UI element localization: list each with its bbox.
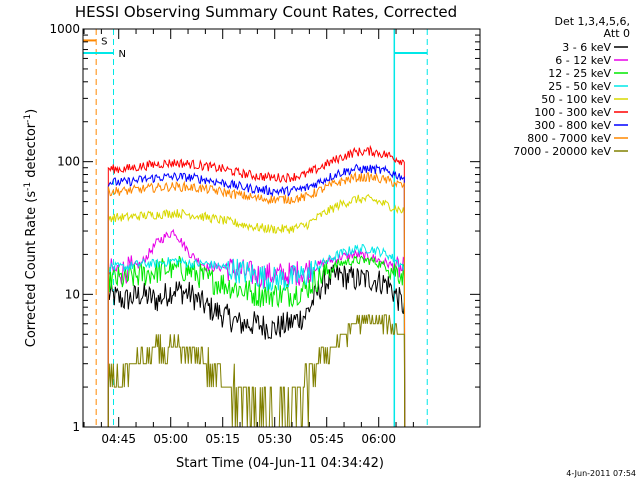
- x-tick-label: 04:45: [101, 432, 136, 446]
- legend-label: 12 - 25 keV: [548, 67, 611, 80]
- y-axis: 1 10 100 1000: [49, 22, 480, 434]
- y-tick-label: 100: [57, 155, 80, 169]
- series-line: [107, 171, 406, 428]
- y-axis-label-main: Corrected Count Rate (s: [24, 191, 39, 348]
- flags-group: SN: [83, 36, 428, 60]
- series-line: [107, 193, 406, 428]
- x-tick-label: 06:00: [361, 432, 396, 446]
- chart-title: HESSI Observing Summary Count Rates, Cor…: [75, 3, 457, 21]
- legend-label: 7000 - 20000 keV: [513, 145, 611, 158]
- x-tick-label: 05:45: [309, 432, 344, 446]
- y-tick-label: 10: [65, 287, 80, 301]
- legend-label: 100 - 300 keV: [534, 106, 611, 119]
- legend-title-2: Att 0: [604, 27, 630, 40]
- x-tick-label: 05:00: [153, 432, 188, 446]
- x-tick-label: 05:30: [257, 432, 292, 446]
- legend-label: 800 - 7000 keV: [527, 132, 611, 145]
- series-line: [107, 228, 406, 428]
- y-tick-label: 1: [72, 420, 80, 434]
- legend-label: 6 - 12 keV: [555, 54, 611, 67]
- x-tick-label: 05:15: [205, 432, 240, 446]
- legend-label: 25 - 50 keV: [548, 80, 611, 93]
- legend-label: 50 - 100 keV: [541, 93, 611, 106]
- flag-label: S: [101, 36, 107, 47]
- y-axis-label-mid: detector: [24, 122, 39, 182]
- y-axis-label-exponent-1: -1: [23, 182, 33, 191]
- plot-frame: [82, 28, 481, 428]
- y-axis-label: Corrected Count Rate (s-1 detector-1): [23, 109, 39, 347]
- series-line: [107, 163, 406, 428]
- series-line: [107, 255, 406, 428]
- legend-label: 300 - 800 keV: [534, 119, 611, 132]
- flag-label: N: [119, 49, 126, 60]
- series-line: [107, 264, 406, 428]
- x-axis: 04:45 05:00 05:15 05:30 05:45 06:00: [83, 29, 414, 446]
- y-axis-label-end: ): [24, 109, 39, 114]
- footer-date: 4-Jun-2011 07:54: [566, 469, 636, 478]
- legend-label: 3 - 6 keV: [562, 41, 611, 54]
- y-axis-label-exponent-2: -1: [23, 114, 33, 123]
- series-line: [107, 244, 406, 428]
- x-axis-label: Start Time (04-Jun-11 04:34:42): [176, 456, 384, 471]
- plot-lines: [95, 29, 428, 427]
- legend-title-1: Det 1,3,4,5,6,: [554, 15, 630, 28]
- y-tick-label: 1000: [49, 22, 80, 36]
- series-line: [107, 144, 406, 428]
